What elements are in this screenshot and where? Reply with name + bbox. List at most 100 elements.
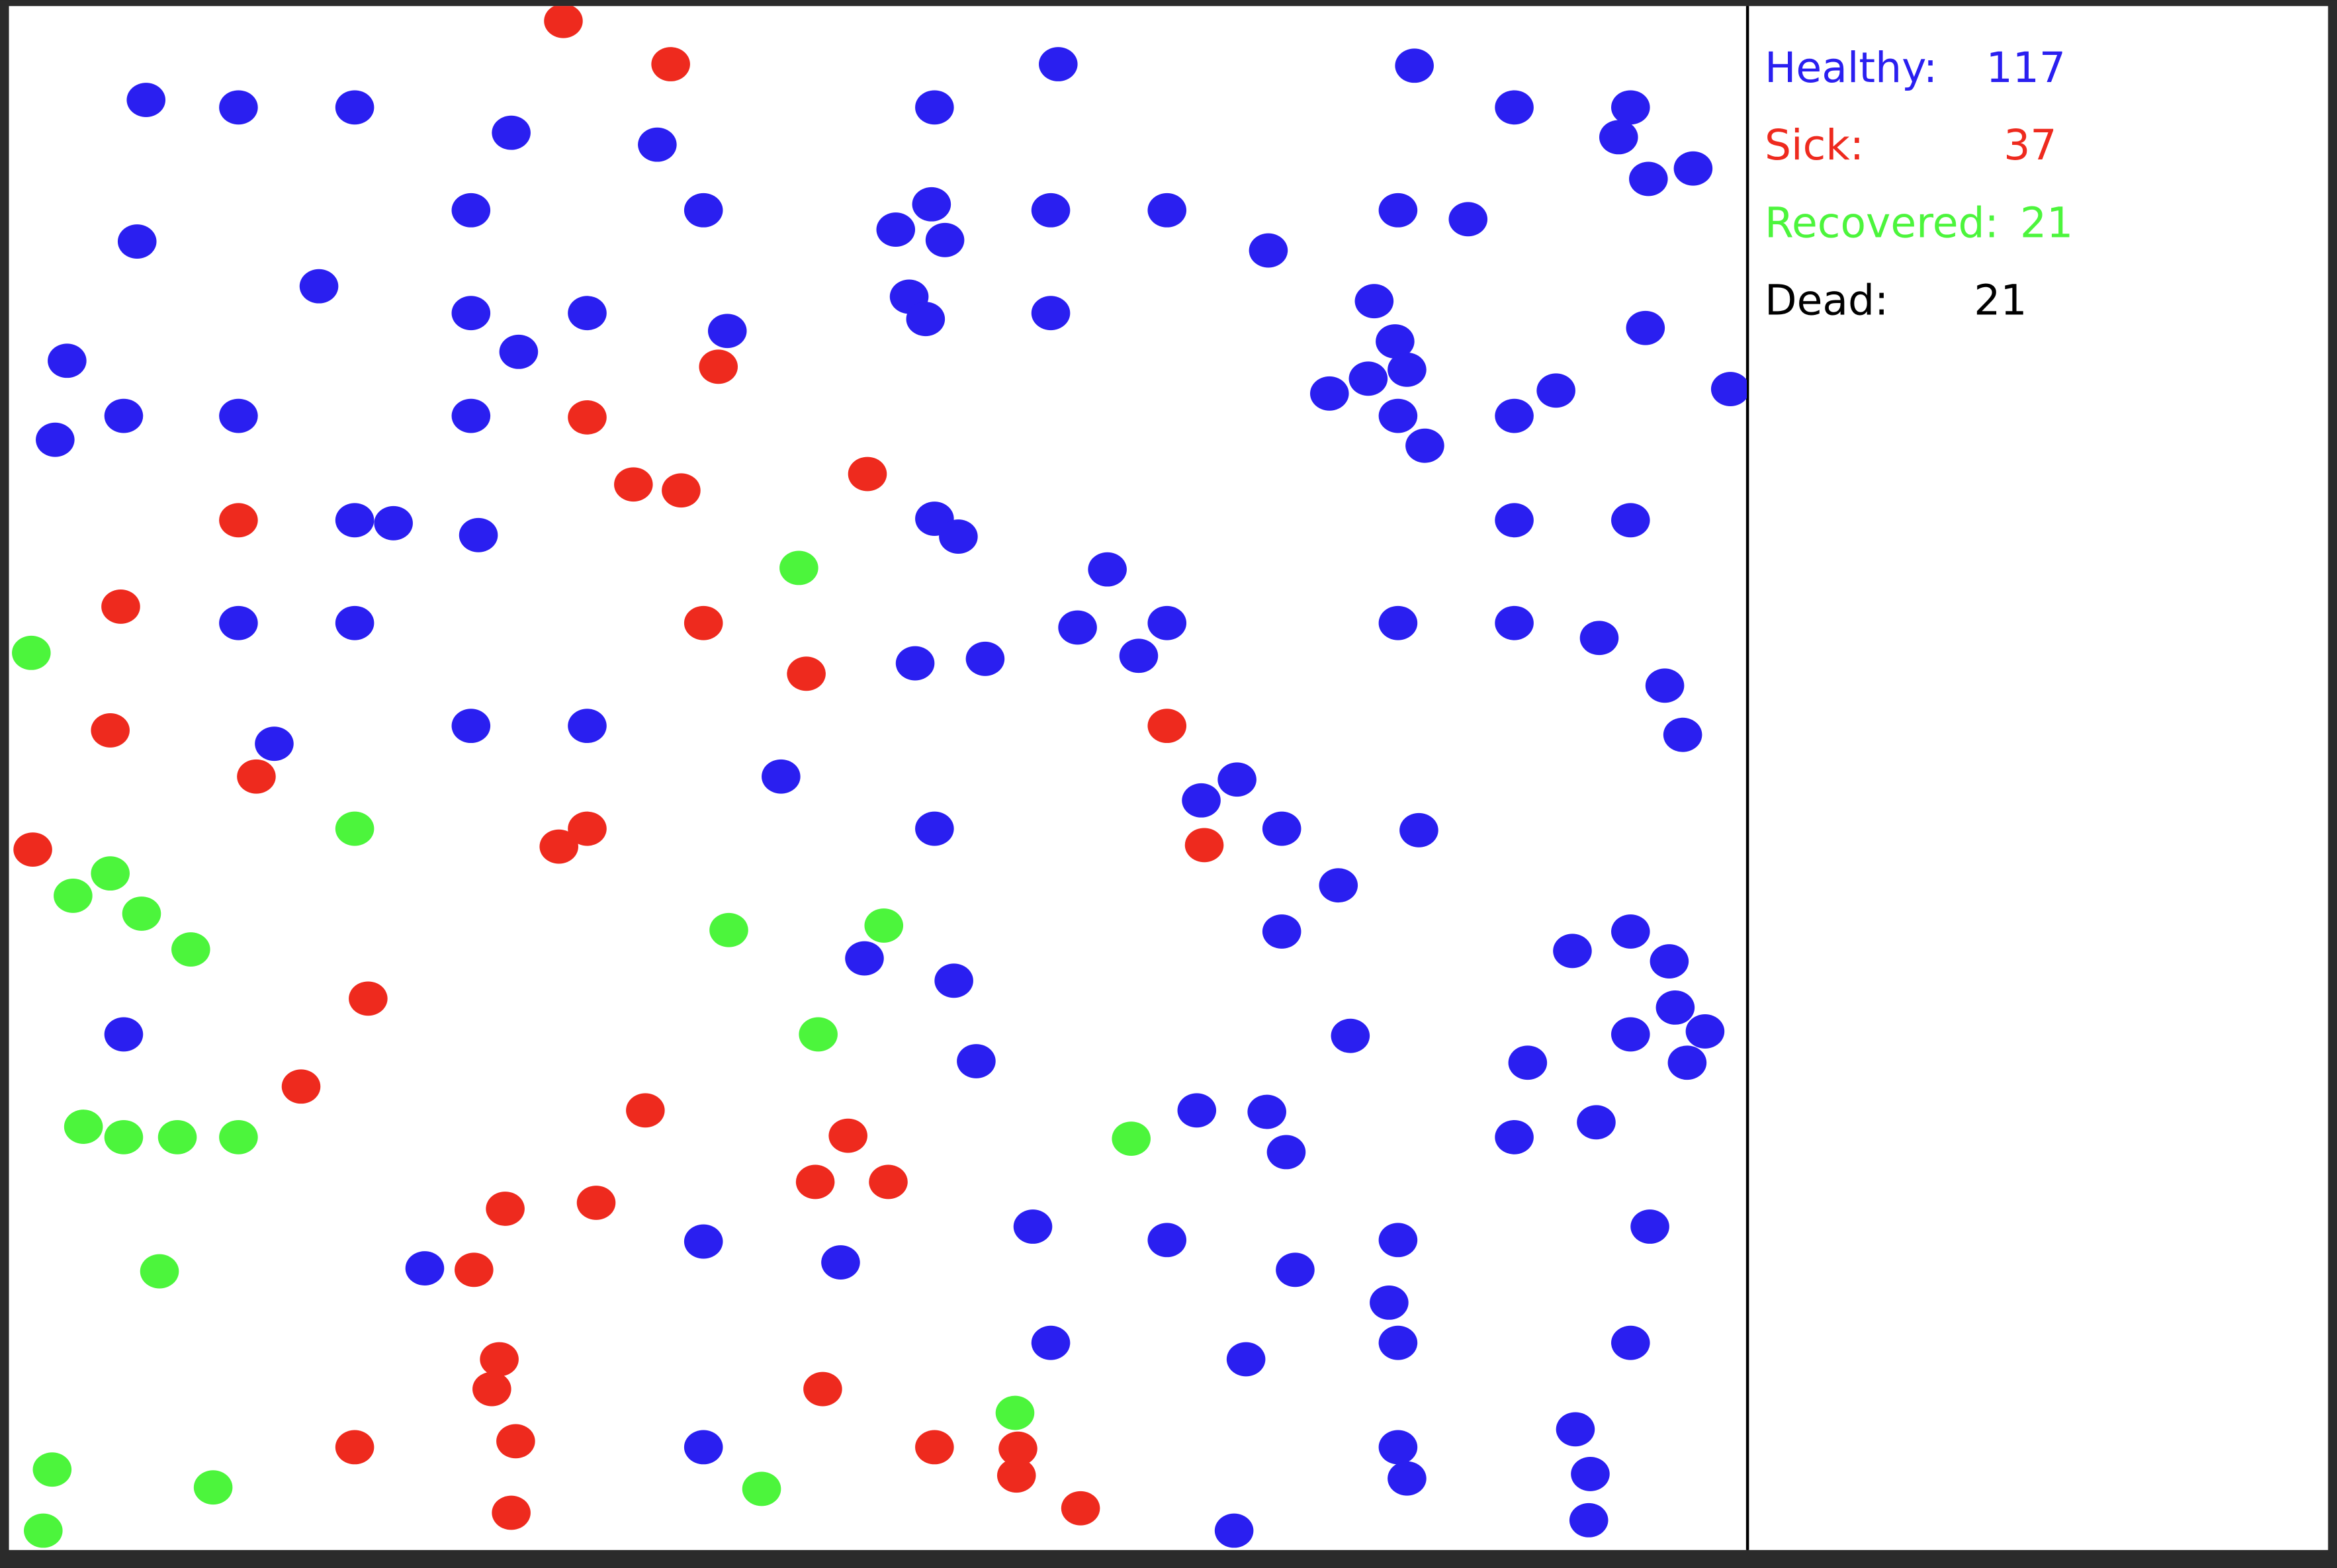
healthy-person — [638, 127, 677, 162]
sick-person — [281, 1069, 321, 1104]
healthy-person — [1147, 1223, 1187, 1258]
stat-label: Dead: — [1765, 275, 1888, 324]
recovered-person — [1112, 1121, 1151, 1156]
recovered-person — [193, 1470, 233, 1505]
healthy-person — [1571, 1457, 1610, 1491]
sick-person — [455, 1252, 494, 1287]
healthy-person — [568, 296, 607, 331]
healthy-person — [255, 726, 294, 762]
healthy-person — [1319, 868, 1358, 903]
sick-person — [996, 1458, 1036, 1493]
recovered-person — [32, 1452, 72, 1487]
healthy-person — [683, 1224, 723, 1259]
healthy-person — [1262, 914, 1301, 949]
healthy-person — [1249, 233, 1288, 268]
healthy-person — [1039, 47, 1078, 81]
sick-person — [683, 605, 723, 640]
healthy-person — [374, 505, 413, 541]
healthy-person — [1226, 1342, 1266, 1377]
healthy-person — [1611, 914, 1650, 949]
recovered-person — [742, 1471, 781, 1506]
sick-person — [335, 1430, 375, 1465]
healthy-person — [906, 302, 946, 337]
sick-person — [568, 400, 607, 435]
sick-person — [539, 829, 578, 864]
sick-person — [576, 1186, 616, 1220]
healthy-person — [957, 1044, 996, 1078]
recovered-person — [219, 1119, 258, 1154]
healthy-person — [1031, 296, 1071, 331]
healthy-person — [1378, 1430, 1418, 1465]
stat-value: 21 — [2020, 198, 2073, 247]
healthy-person — [1448, 202, 1488, 237]
healthy-person — [1378, 398, 1418, 433]
healthy-person — [1058, 610, 1097, 645]
stat-value: 37 — [2004, 120, 2056, 169]
stat-label: Recovered: — [1765, 198, 1999, 247]
recovered-person — [995, 1395, 1035, 1430]
healthy-person — [915, 811, 954, 846]
healthy-person — [451, 709, 491, 744]
recovered-person — [122, 896, 161, 931]
sick-person — [480, 1342, 519, 1377]
healthy-person — [1378, 605, 1418, 640]
sick-person — [1184, 828, 1224, 863]
healthy-person — [762, 759, 801, 794]
sick-person — [568, 811, 607, 846]
healthy-person — [683, 1430, 723, 1465]
stat-value: 117 — [1986, 43, 2066, 92]
recovered-person — [12, 635, 51, 670]
recovered-person — [104, 1119, 144, 1154]
recovered-person — [335, 811, 375, 846]
simulation-area — [9, 6, 1747, 1550]
healthy-person — [219, 398, 258, 433]
healthy-person — [925, 222, 965, 257]
healthy-person — [1378, 1223, 1418, 1258]
healthy-person — [1399, 812, 1438, 848]
healthy-person — [1348, 361, 1388, 396]
population — [12, 6, 1747, 1548]
sick-person — [787, 656, 826, 691]
sick-person — [349, 981, 388, 1016]
healthy-person — [1388, 352, 1427, 387]
sick-person — [998, 1431, 1037, 1466]
healthy-person — [1495, 398, 1534, 433]
healthy-person — [1663, 717, 1702, 752]
healthy-person — [1685, 1014, 1725, 1049]
sick-person — [915, 1430, 954, 1465]
healthy-person — [1395, 48, 1434, 83]
recovered-person — [709, 912, 748, 947]
healthy-person — [1182, 783, 1221, 818]
healthy-person — [1630, 1209, 1669, 1244]
sick-person — [626, 1093, 665, 1128]
healthy-person — [1611, 1017, 1650, 1052]
healthy-person — [1553, 934, 1592, 969]
sick-person — [803, 1372, 842, 1407]
healthy-person — [1569, 1503, 1609, 1538]
healthy-person — [934, 963, 973, 998]
healthy-person — [1378, 193, 1418, 228]
healthy-person — [1388, 1461, 1427, 1496]
healthy-person — [1147, 605, 1187, 640]
healthy-person — [1147, 193, 1187, 228]
healthy-person — [895, 646, 935, 681]
healthy-person — [1626, 310, 1665, 345]
healthy-person — [459, 517, 498, 552]
healthy-person — [1710, 372, 1747, 406]
healthy-person — [939, 519, 978, 554]
healthy-person — [1599, 120, 1638, 155]
recovered-person — [140, 1254, 179, 1289]
healthy-person — [821, 1245, 860, 1280]
healthy-person — [568, 709, 607, 744]
healthy-person — [1673, 151, 1713, 186]
healthy-person — [492, 115, 531, 150]
healthy-person — [1495, 605, 1534, 640]
healthy-person — [219, 90, 258, 125]
sick-person — [472, 1372, 511, 1407]
healthy-person — [1645, 668, 1685, 703]
healthy-person — [405, 1251, 445, 1285]
recovered-person — [24, 1513, 63, 1548]
